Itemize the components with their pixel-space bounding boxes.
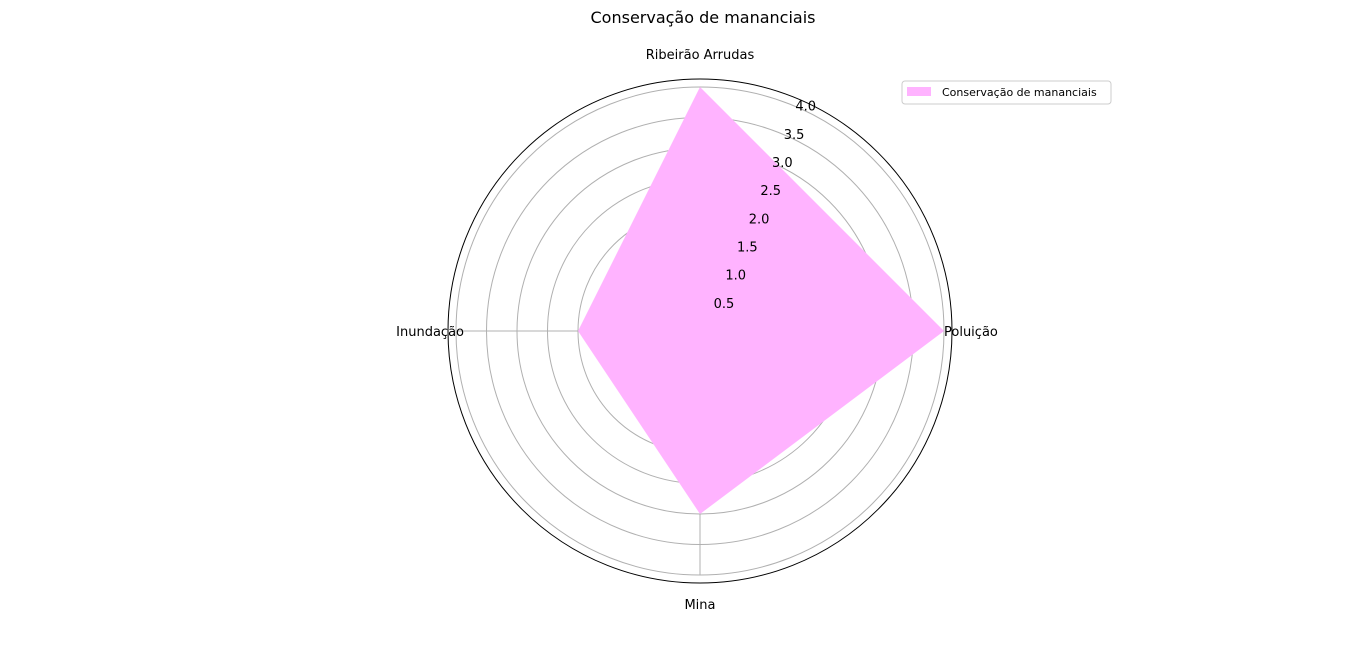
polar-frame xyxy=(447,78,953,584)
r-tick-label: 2.0 xyxy=(749,212,770,227)
category-label: Inundação xyxy=(396,325,464,340)
category-label: Poluição xyxy=(944,325,998,340)
legend-label: Conservação de mananciais xyxy=(942,86,1097,99)
r-tick-label: 1.0 xyxy=(725,269,746,284)
r-tick-label: 1.5 xyxy=(737,240,758,255)
category-label: Ribeirão Arrudas xyxy=(646,48,755,63)
legend-box xyxy=(901,80,1112,105)
legend-swatch xyxy=(907,87,931,96)
r-tick-label: 0.5 xyxy=(714,297,735,312)
r-tick-label: 2.5 xyxy=(760,184,781,199)
legend: Conservação de mananciais xyxy=(901,80,1112,105)
category-label: Mina xyxy=(684,598,715,613)
frame-layer xyxy=(447,78,953,584)
r-tick-label: 3.5 xyxy=(784,128,805,143)
series-area-1 xyxy=(578,87,944,514)
category-layer: Ribeirão Arrudas Poluição Mina Inundação xyxy=(396,48,998,613)
r-tick-label: 4.0 xyxy=(795,100,816,115)
chart-title: Conservação de mananciais xyxy=(591,8,816,27)
tick-layer: 0.5 1.0 1.5 2.0 2.5 3.0 3.5 4.0 xyxy=(714,100,816,312)
series-layer xyxy=(578,87,944,514)
r-tick-label: 3.0 xyxy=(772,156,793,171)
